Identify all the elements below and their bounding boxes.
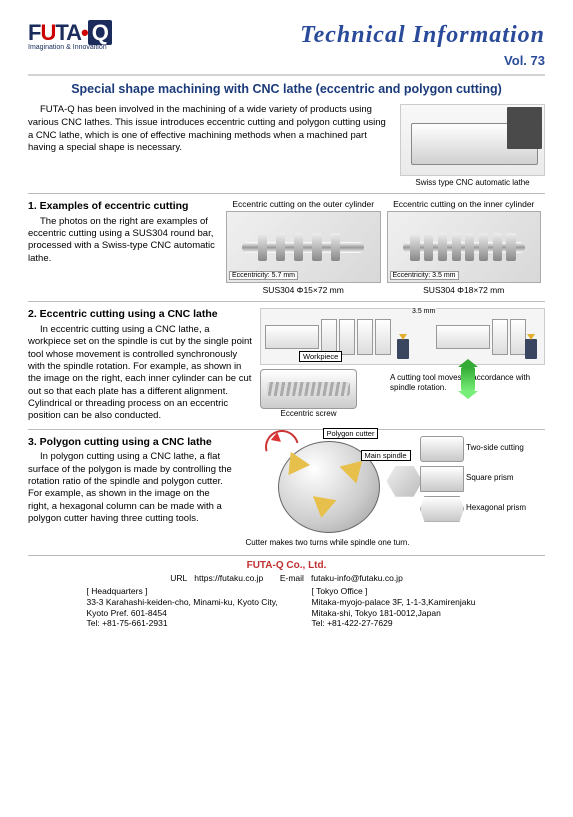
callout-main-spindle: Main spindle — [361, 450, 411, 461]
section3-heading: 3. Polygon cutting using a CNC lathe — [28, 436, 232, 450]
hq-office: [ Headquarters ] 33-3 Karahashi-keiden-c… — [87, 586, 292, 629]
tagline: Imagination & Innovaition — [28, 44, 112, 51]
section1-heading: 1. Examples of eccentric cutting — [28, 200, 218, 214]
square-prism-icon — [420, 466, 462, 490]
email-value: futaku-info@futaku.co.jp — [311, 573, 403, 583]
email-label: E-mail — [280, 573, 304, 583]
divider — [28, 555, 545, 556]
section-2: 2. Eccentric cutting using a CNC lathe I… — [28, 308, 545, 422]
photo2-heading: Eccentric cutting on the inner cylinder — [387, 200, 542, 209]
header: FUTA•Q Imagination & Innovaition Technic… — [28, 20, 545, 51]
cutter-insert-icon — [309, 496, 336, 520]
photo1-sub: SUS304 Φ15×72 mm — [226, 285, 381, 295]
photo1: Eccentricity: 5.7 mm — [226, 211, 381, 283]
tokyo-tel: Tel: +81-422-27-7629 — [312, 618, 487, 629]
section1-text: 1. Examples of eccentric cutting The pho… — [28, 200, 218, 295]
screw-figure: Eccentric screw — [260, 369, 357, 418]
photo2-sub: SUS304 Φ18×72 mm — [387, 285, 542, 295]
hex-workpiece-icon — [387, 466, 423, 497]
logo-block: FUTA•Q Imagination & Innovaition — [28, 20, 112, 51]
section-3: 3. Polygon cutting using a CNC lathe In … — [28, 436, 545, 548]
lathe-figure: Swiss type CNC automatic lathe — [400, 104, 545, 187]
photo-pair: Eccentric cutting on the outer cylinder … — [226, 200, 541, 295]
screw-caption: Eccentric screw — [260, 409, 357, 418]
section3-text: 3. Polygon cutting using a CNC lathe In … — [28, 436, 232, 548]
photo2-column: Eccentric cutting on the inner cylinder … — [387, 200, 542, 295]
prism-column: Two-side cutting Square prism Hexagonal … — [420, 436, 545, 548]
lathe-caption: Swiss type CNC automatic lathe — [400, 178, 545, 187]
prism-row: Two-side cutting — [420, 436, 545, 460]
document-page: FUTA•Q Imagination & Innovaition Technic… — [0, 0, 573, 817]
cutter-image: Polygon cutter Main spindle — [263, 436, 393, 536]
logo-part: TA — [55, 20, 81, 45]
hq-tel: Tel: +81-75-661-2931 — [87, 618, 292, 629]
diagram2-top: 3.5 mm Workpiece — [260, 308, 545, 365]
divider — [28, 193, 545, 194]
tokyo-head: [ Tokyo Office ] — [312, 586, 487, 597]
photo1-heading: Eccentric cutting on the outer cylinder — [226, 200, 381, 209]
document-series-title: Technical Information — [300, 22, 545, 49]
diagram2-bottom: Eccentric screw A cutting tool moves in … — [260, 369, 545, 418]
tokyo-addr: Mitaka-myojo-palace 3F, 1-1-3,Kamirenjak… — [312, 597, 487, 618]
hexagonal-prism-icon — [420, 496, 462, 520]
section2-body: In eccentric cutting using a CNC lathe, … — [28, 324, 252, 423]
logo-part: F — [28, 20, 40, 45]
section3-body: In polygon cutting using a CNC lathe, a … — [28, 451, 232, 525]
prism-label: Square prism — [466, 473, 514, 482]
tokyo-office: [ Tokyo Office ] Mitaka-myojo-palace 3F,… — [312, 586, 487, 629]
section2-text: 2. Eccentric cutting using a CNC lathe I… — [28, 308, 252, 422]
prism-row: Hexagonal prism — [420, 496, 545, 520]
lathe-image — [400, 104, 545, 176]
url-label: URL — [170, 573, 187, 583]
photo1-eccentricity: Eccentricity: 5.7 mm — [229, 271, 298, 280]
photo2: Eccentricity: 3.5 mm — [387, 211, 542, 283]
prism-label: Hexagonal prism — [466, 503, 526, 512]
cutter-figure: Polygon cutter Main spindle Cutter makes… — [240, 436, 415, 548]
hq-head: [ Headquarters ] — [87, 586, 292, 597]
offices: [ Headquarters ] 33-3 Karahashi-keiden-c… — [28, 586, 545, 629]
photo1-column: Eccentric cutting on the outer cylinder … — [226, 200, 381, 295]
divider — [28, 74, 545, 76]
two-side-shape-icon — [420, 436, 462, 460]
cutter-caption: Cutter makes two turns while spindle one… — [240, 538, 415, 548]
logo-part: Q — [88, 20, 112, 45]
section1-body: The photos on the right are examples of … — [28, 216, 218, 265]
prism-row: Square prism — [420, 466, 545, 490]
arrow-icon — [461, 367, 475, 391]
photo2-eccentricity: Eccentricity: 3.5 mm — [390, 271, 459, 280]
section-1: 1. Examples of eccentric cutting The pho… — [28, 200, 545, 295]
measurement-label: 3.5 mm — [411, 308, 436, 315]
diagram-polygon: Polygon cutter Main spindle Cutter makes… — [240, 436, 545, 548]
page-title: Special shape machining with CNC lathe (… — [28, 82, 545, 96]
url-value: https://futaku.co.jp — [194, 573, 263, 583]
intro-text: FUTA-Q has been involved in the machinin… — [28, 104, 390, 187]
logo-part: U — [40, 20, 55, 45]
workpiece-label: Workpiece — [299, 351, 342, 362]
intro-row: FUTA-Q has been involved in the machinin… — [28, 104, 545, 187]
screw-image — [260, 369, 357, 409]
callout-polygon-cutter: Polygon cutter — [323, 428, 379, 439]
logo: FUTA•Q — [28, 20, 112, 46]
volume-label: Vol. 73 — [28, 53, 545, 68]
divider — [28, 301, 545, 302]
contact-line: URL https://futaku.co.jp E-mail futaku-i… — [28, 573, 545, 583]
prism-label: Two-side cutting — [466, 443, 524, 452]
diagram-eccentric: 3.5 mm Workpiece Eccentric screw A cutti… — [260, 308, 545, 422]
section2-heading: 2. Eccentric cutting using a CNC lathe — [28, 308, 252, 322]
hq-addr: 33-3 Karahashi-keiden-cho, Minami-ku, Ky… — [87, 597, 292, 618]
company-name: FUTA-Q Co., Ltd. — [28, 560, 545, 571]
